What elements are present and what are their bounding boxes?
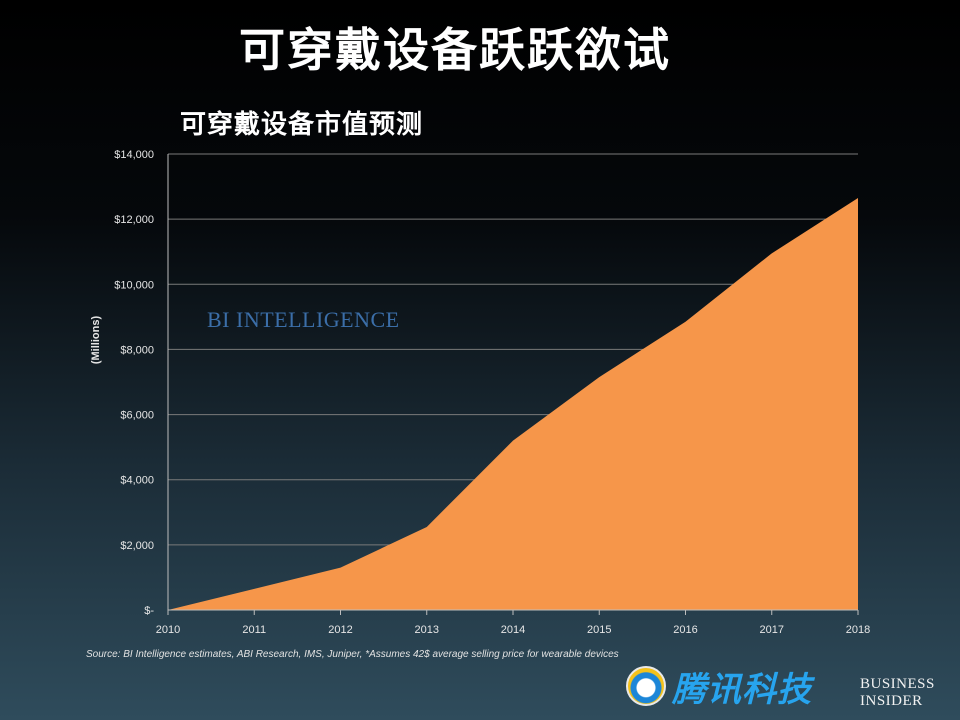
x-tick-labels: 2010 2011 2012 2013 2014 2015 2016 2017 2018 [156, 624, 870, 636]
source-note: Source: BI Intelligence estimates, ABI R… [86, 649, 619, 660]
y-tick-label: $2,000 [120, 540, 154, 552]
chart-title: 可穿戴设备市值预测 [180, 109, 424, 139]
x-tick-label: 2010 [156, 624, 180, 636]
business-insider-line2: INSIDER [860, 693, 923, 709]
y-tick-label: $- [144, 605, 154, 617]
tencent-logo-text: 腾讯科技 [672, 670, 812, 709]
slide-title: 可穿戴设备跃跃欲试 [239, 24, 671, 76]
y-tick-label: $14,000 [114, 149, 154, 161]
x-tick-label: 2012 [328, 624, 352, 636]
y-tick-labels: $- $2,000 $4,000 $6,000 $8,000 $10,000 $12,000… [114, 149, 154, 617]
tencent-tech-logo: 腾讯科技 [626, 664, 812, 709]
x-tick-label: 2011 [242, 624, 266, 636]
y-tick-label: $6,000 [120, 410, 154, 422]
x-tick-label: 2016 [673, 624, 697, 636]
bi-intelligence-watermark: BI INTELLIGENCE [207, 307, 400, 332]
y-axis-label: (Millions) [90, 315, 102, 365]
y-tick-label: $4,000 [120, 475, 154, 487]
y-tick-label: $10,000 [114, 279, 154, 291]
business-insider-line1: BUSINESS [860, 676, 935, 692]
y-tick-label: $12,000 [114, 214, 154, 226]
x-tick-label: 2015 [587, 624, 611, 636]
business-insider-logo: BUSINESS INSIDER [860, 676, 936, 710]
x-tick-label: 2013 [415, 624, 439, 636]
x-tick-label: 2018 [846, 624, 870, 636]
area-series [168, 197, 858, 610]
axes [167, 154, 859, 615]
tencent-emblem-icon [626, 666, 666, 706]
x-tick-label: 2014 [501, 624, 525, 636]
x-tick-label: 2017 [760, 624, 784, 636]
y-tick-label: $8,000 [120, 344, 154, 356]
area-series-fill [168, 197, 858, 610]
